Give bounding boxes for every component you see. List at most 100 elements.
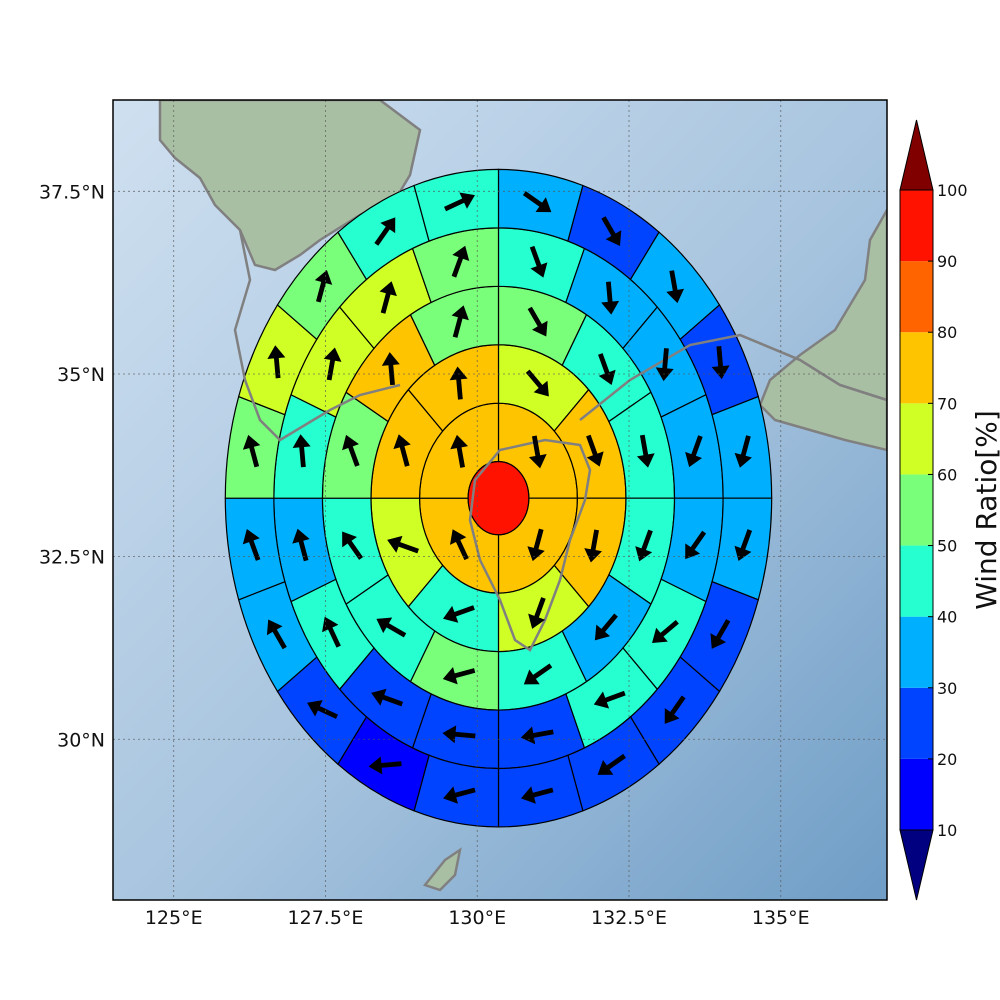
colorbar-segment	[900, 332, 933, 404]
wind-arrow	[242, 529, 261, 561]
wind-arrow	[598, 353, 616, 385]
wind-arrow	[307, 700, 339, 719]
colorbar-segment	[900, 758, 933, 830]
wind-arrow-shape	[443, 786, 476, 804]
wind-arrow-shape	[376, 617, 407, 638]
wind-arrow-shape	[586, 434, 604, 467]
wind-arrow	[636, 434, 655, 468]
wind-arrow-shape	[734, 435, 752, 468]
wind-arrow	[734, 529, 753, 562]
colorbar-segment	[900, 545, 933, 617]
wind-arrow-shape	[685, 435, 703, 468]
wind-arrow-shape	[597, 753, 626, 775]
wind-arrow-shape	[527, 528, 545, 562]
colorbar-frame	[899, 189, 934, 831]
x-axis: 125°E 127.5°E 130°E 132.5°E 135°E	[145, 907, 810, 929]
wind-arrow-shape	[520, 786, 554, 804]
colorbar-tick-label: 70	[937, 394, 957, 413]
wind-arrow-shape	[652, 619, 679, 644]
colorbar-segment	[900, 261, 933, 333]
wind-arrow-shape	[342, 531, 364, 560]
gridlines	[113, 100, 887, 900]
wind-arrow	[450, 434, 469, 468]
wind-arrow	[652, 619, 679, 644]
colorbar-tick-label: 60	[937, 465, 957, 484]
wind-arrow-shape	[387, 535, 419, 554]
wind-arrow-shape	[527, 306, 548, 337]
colorbar: 10 20 30 40 50 60 70 80 90 100 Wind Ratio[%]	[899, 119, 1000, 901]
wind-arrow	[451, 245, 470, 278]
wind-arrow	[594, 613, 618, 641]
wind-arrow-shape	[307, 700, 339, 719]
wind-arrow-shape	[450, 434, 469, 468]
wind-arrow-shape	[393, 434, 411, 467]
y-tick-label: 32.5°N	[39, 547, 105, 569]
y-tick-label: 30°N	[57, 729, 105, 751]
wind-arrow	[379, 281, 397, 314]
wind-arrow	[520, 786, 554, 804]
wind-arrow-shape	[734, 529, 753, 562]
wind-arrow-shape	[342, 434, 360, 467]
wind-arrow	[266, 619, 287, 650]
wind-arrow	[527, 528, 545, 562]
y-tick-label: 35°N	[57, 364, 105, 386]
wind-arrow	[584, 529, 602, 563]
wind-arrow-shape	[584, 529, 602, 563]
wind-arrow-shape	[368, 756, 402, 775]
wind-arrow	[242, 434, 261, 468]
colorbar-segment	[900, 190, 933, 262]
wind-arrow	[442, 666, 476, 685]
wind-arrow-shape	[522, 191, 552, 213]
wind-arrow	[685, 435, 703, 468]
wind-ratio-sectors	[224, 168, 773, 828]
west-coast-overlay	[233, 229, 401, 442]
x-tick-label: 132.5°E	[591, 907, 667, 929]
wind-arrow	[342, 434, 360, 467]
wind-arrow	[443, 786, 476, 804]
wind-arrow-shape	[655, 348, 674, 382]
kyushu-overlay	[468, 438, 592, 652]
wind-arrow	[601, 281, 620, 315]
y-axis: 30°N 32.5°N 35°N 37.5°N	[39, 181, 105, 751]
wind-arrow-shape	[598, 353, 616, 385]
wind-arrow	[322, 616, 341, 648]
wind-arrow-shape	[242, 434, 261, 468]
wind-arrow	[444, 192, 475, 212]
wind-arrow-shape	[529, 245, 548, 278]
wind-arrow-shape	[635, 529, 653, 562]
wind-arrow	[527, 306, 548, 337]
wind-arrow-shape	[266, 619, 287, 650]
wind-arrow	[292, 434, 311, 468]
korea-landmass	[158, 100, 422, 272]
colorbar-tick-label: 40	[937, 608, 957, 627]
wind-arrow	[450, 529, 469, 561]
colorbar-segment	[900, 403, 933, 475]
wind-arrow	[368, 756, 402, 775]
wind-arrow-shape	[267, 345, 286, 379]
wind-arrow-shape	[685, 530, 707, 560]
y-tick-label: 37.5°N	[39, 181, 105, 203]
wind-arrow-shape	[710, 619, 731, 649]
wind-arrow	[525, 369, 549, 397]
island-coast	[422, 847, 462, 892]
wind-arrow	[685, 530, 707, 560]
wind-arrow-shape	[292, 528, 310, 562]
colorbar-tick-label: 50	[937, 537, 957, 556]
wind-arrow	[529, 245, 548, 278]
coastline-overlay	[233, 229, 888, 652]
wind-arrow	[520, 726, 554, 745]
wind-arrow	[593, 690, 626, 709]
colorbar-tick-label: 100	[937, 181, 968, 200]
center-disk	[467, 461, 530, 536]
wind-arrow	[666, 270, 685, 304]
colorbar-segment	[900, 616, 933, 688]
honshu-overlay	[579, 333, 888, 421]
colorbar-tick-label: 80	[937, 323, 957, 342]
x-tick-label: 135°E	[752, 907, 810, 929]
wind-arrow-shape	[314, 269, 333, 303]
wind-arrow-shape	[664, 695, 686, 724]
wind-arrow-shape	[601, 281, 620, 315]
wind-arrow	[523, 663, 553, 685]
wind-arrow-shape	[528, 435, 547, 469]
wind-arrow	[374, 217, 396, 246]
